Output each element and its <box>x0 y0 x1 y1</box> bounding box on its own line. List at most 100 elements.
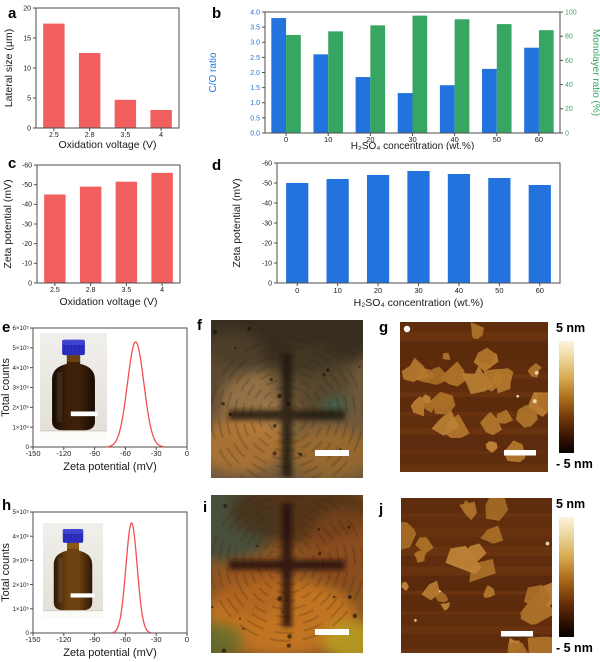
svg-text:50: 50 <box>495 286 503 295</box>
svg-text:2×10⁵: 2×10⁵ <box>12 582 29 589</box>
colorbar-min-label-1: - 5 nm <box>556 457 593 472</box>
svg-text:60: 60 <box>535 135 543 144</box>
panel-label-b: b <box>212 5 222 22</box>
svg-text:1.0: 1.0 <box>250 100 260 107</box>
svg-text:5×10⁵: 5×10⁵ <box>12 345 29 352</box>
afm-image-2 <box>401 498 552 653</box>
svg-text:0.0: 0.0 <box>250 130 260 137</box>
svg-text:-150: -150 <box>25 449 40 458</box>
svg-text:4×10⁵: 4×10⁵ <box>12 365 29 372</box>
svg-text:20: 20 <box>565 106 573 113</box>
chart-zeta-vs-concentration: 0 10 20 30 40 50 60 0 -10 -20 -30 -40 -50 -60 H₂SO₄ co… <box>231 160 561 309</box>
svg-text:10: 10 <box>333 286 341 295</box>
svg-text:Lateral size (μm): Lateral size (μm) <box>3 29 15 107</box>
svg-text:Oxidation voltage (V): Oxidation voltage (V) <box>59 296 157 308</box>
colorbar-max-label-2: 5 nm <box>556 497 586 511</box>
svg-text:-60: -60 <box>120 449 131 458</box>
panel-label-f: f <box>197 317 202 334</box>
svg-text:10: 10 <box>23 65 31 72</box>
svg-text:4.0: 4.0 <box>250 9 260 16</box>
svg-text:-120: -120 <box>56 449 71 458</box>
svg-text:-40: -40 <box>262 200 272 207</box>
svg-text:30: 30 <box>408 135 416 144</box>
svg-text:40: 40 <box>455 286 463 295</box>
chart-co-ratio-monolayer-ratio: 0 10 20 30 40 50 60 0.0 0.5 1.0 1.5 2.0 2.5 3.0 3.5 4.0… <box>208 9 600 150</box>
colorbar-gradient-1 <box>559 340 574 454</box>
svg-text:4: 4 <box>160 287 164 294</box>
svg-text:15: 15 <box>23 35 31 42</box>
svg-text:60: 60 <box>565 58 573 65</box>
svg-text:Zeta potential (mV): Zeta potential (mV) <box>63 461 157 473</box>
svg-text:2.5: 2.5 <box>49 132 59 139</box>
svg-text:Total counts: Total counts <box>0 543 12 602</box>
svg-text:0: 0 <box>185 635 189 644</box>
bottle-photo-inset-2 <box>42 523 104 618</box>
svg-text:1×10⁵: 1×10⁵ <box>12 424 29 431</box>
svg-text:-150: -150 <box>25 635 40 644</box>
svg-text:2.5: 2.5 <box>250 55 260 62</box>
svg-text:-30: -30 <box>151 635 162 644</box>
svg-text:20: 20 <box>374 286 382 295</box>
svg-text:2.0: 2.0 <box>250 70 260 77</box>
svg-text:-50: -50 <box>262 180 272 187</box>
svg-text:H₂SO₄ concentration (wt.%): H₂SO₄ concentration (wt.%) <box>351 141 475 150</box>
svg-text:0: 0 <box>565 130 569 137</box>
colorbar-min-label-2: - 5 nm <box>556 641 593 656</box>
afm-image-1 <box>400 322 548 472</box>
svg-text:-30: -30 <box>262 220 272 227</box>
height-colorbar-1: 5 nm - 5 nm <box>556 321 600 472</box>
svg-text:-120: -120 <box>56 635 71 644</box>
svg-text:0: 0 <box>295 286 299 295</box>
svg-text:4: 4 <box>159 132 163 139</box>
svg-text:1.5: 1.5 <box>250 85 260 92</box>
chart-zeta-vs-voltage: 2.5 2.8 3.5 4 0 -10 -20 -30 -40 -50 -60 Oxidation v… <box>2 162 181 308</box>
svg-text:4×10⁵: 4×10⁵ <box>12 533 29 540</box>
svg-text:Zeta potential (mV): Zeta potential (mV) <box>231 178 243 267</box>
svg-text:H₂SO₄ concentration (wt.%): H₂SO₄ concentration (wt.%) <box>354 297 484 309</box>
svg-text:-50: -50 <box>22 182 32 189</box>
svg-text:C/O ratio: C/O ratio <box>208 52 219 92</box>
svg-text:10: 10 <box>324 135 332 144</box>
svg-text:2×10⁵: 2×10⁵ <box>12 405 29 412</box>
panel-label-a: a <box>8 5 17 22</box>
svg-text:Zeta potential (mV): Zeta potential (mV) <box>63 647 157 659</box>
svg-text:100: 100 <box>565 9 577 16</box>
svg-text:5×10⁵: 5×10⁵ <box>12 509 29 516</box>
panel-label-j: j <box>379 501 384 518</box>
svg-text:30: 30 <box>414 286 422 295</box>
bottle-photo-inset-1 <box>40 333 107 439</box>
svg-text:0: 0 <box>27 125 31 132</box>
svg-text:5: 5 <box>27 95 31 102</box>
svg-text:20: 20 <box>23 5 31 12</box>
svg-text:0: 0 <box>284 135 288 144</box>
svg-text:-30: -30 <box>151 449 162 458</box>
svg-text:40: 40 <box>450 135 458 144</box>
panel-label-h: h <box>2 497 12 514</box>
svg-text:6×10⁵: 6×10⁵ <box>12 325 29 332</box>
svg-text:80: 80 <box>565 34 573 41</box>
svg-text:Oxidation voltage (V): Oxidation voltage (V) <box>58 139 156 150</box>
colorbar-gradient-2 <box>559 516 574 638</box>
svg-text:-10: -10 <box>262 260 272 267</box>
svg-text:3.5: 3.5 <box>121 132 131 139</box>
svg-text:-90: -90 <box>89 635 100 644</box>
svg-text:-90: -90 <box>89 449 100 458</box>
svg-text:20: 20 <box>366 135 374 144</box>
svg-text:-60: -60 <box>22 162 32 169</box>
svg-text:2.8: 2.8 <box>86 287 96 294</box>
panel-label-e: e <box>2 319 11 336</box>
chart-zeta-distribution-1: 0 1×10⁵ 2×10⁵ 3×10⁵ 4×10⁵ 5×10⁵ 6×10⁵ -150 -120 -… <box>0 325 189 473</box>
optical-micrograph-2 <box>211 495 363 653</box>
panel-label-d: d <box>212 157 222 174</box>
svg-text:3.5: 3.5 <box>122 287 132 294</box>
svg-text:3×10⁵: 3×10⁵ <box>12 385 29 392</box>
svg-text:0: 0 <box>185 449 189 458</box>
svg-text:0: 0 <box>26 444 30 451</box>
optical-micrograph-1 <box>211 320 363 478</box>
svg-text:3×10⁵: 3×10⁵ <box>12 558 29 565</box>
svg-text:-60: -60 <box>120 635 131 644</box>
svg-text:1×10⁵: 1×10⁵ <box>12 606 29 613</box>
panel-label-i: i <box>203 499 208 516</box>
svg-text:40: 40 <box>565 82 573 89</box>
